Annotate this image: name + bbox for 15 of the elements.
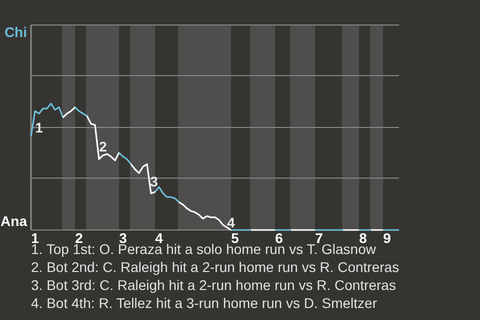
- annotation: 3: [150, 174, 158, 190]
- x-tick-label: 8: [359, 230, 368, 246]
- annotation: 2: [99, 138, 108, 155]
- ref-line-label: Ana: [0, 213, 28, 229]
- ref-line-label: Chi: [4, 24, 27, 40]
- x-tick-label: 6: [275, 230, 284, 246]
- x-tick-label: 4: [155, 230, 164, 246]
- text: 3. Bot 3rd: C. Raleigh hit a 2-run home run vs R. Contreras: [31, 277, 396, 293]
- annotation: 1: [35, 120, 44, 136]
- x-tick-label: 7: [315, 230, 324, 246]
- x-tick-label: 9: [383, 230, 392, 246]
- text: 4. Bot 4th: R. Tellez hit a 3-run home run vs D. Smeltzer: [31, 295, 378, 311]
- x-tick-label: 5: [231, 230, 240, 246]
- text: 2. Bot 2nd: C. Raleigh hit a 2-run home run vs R. Contreras: [31, 259, 400, 275]
- annotation: 4: [227, 214, 236, 231]
